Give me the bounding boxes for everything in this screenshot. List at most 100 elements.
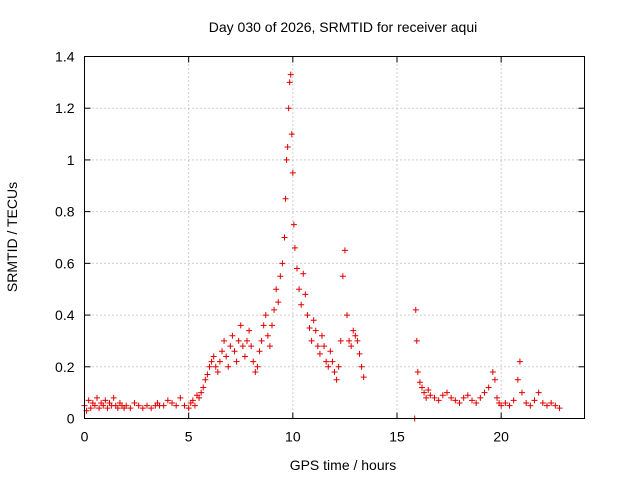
- data-point: [275, 299, 282, 306]
- data-point: [281, 234, 288, 241]
- data-point: [473, 399, 480, 406]
- y-tick-label: 0: [67, 411, 75, 427]
- data-point: [535, 389, 542, 396]
- data-point: [494, 394, 500, 401]
- data-point: [291, 244, 298, 251]
- data-point: [300, 270, 307, 277]
- data-point: [489, 368, 496, 375]
- data-point: [414, 368, 421, 375]
- data-point: [269, 322, 275, 329]
- data-point: [329, 358, 336, 365]
- data-point: [498, 402, 505, 409]
- y-tick-label: 1.2: [55, 100, 75, 116]
- data-point: [104, 405, 111, 412]
- data-point: [127, 405, 134, 412]
- data-point: [160, 402, 167, 409]
- data-point: [235, 337, 242, 344]
- data-point: [312, 327, 319, 334]
- data-point: [200, 384, 207, 391]
- data-point: [502, 399, 509, 406]
- data-point: [148, 405, 155, 412]
- data-point: [460, 394, 467, 401]
- data-point: [233, 358, 240, 365]
- data-point: [510, 397, 517, 404]
- data-point: [419, 384, 425, 391]
- data-point: [439, 392, 446, 399]
- data-point: [290, 221, 297, 228]
- y-tick-label: 1.4: [55, 49, 75, 65]
- data-point: [139, 405, 146, 412]
- data-point: [296, 286, 303, 293]
- data-point: [221, 337, 228, 344]
- data-point: [239, 343, 246, 350]
- data-point: [452, 397, 459, 404]
- data-point: [100, 402, 107, 409]
- data-point: [210, 353, 217, 360]
- data-point: [287, 71, 294, 78]
- data-point: [204, 371, 211, 378]
- data-point: [173, 402, 180, 409]
- data-point: [548, 399, 555, 406]
- data-point: [225, 363, 232, 370]
- data-point: [266, 343, 273, 350]
- data-point: [352, 332, 359, 339]
- data-point: [114, 405, 121, 412]
- data-point: [319, 332, 325, 339]
- data-point: [198, 389, 205, 396]
- data-point: [552, 402, 559, 409]
- data-point: [556, 405, 563, 412]
- data-point: [327, 348, 334, 355]
- data-point: [539, 399, 546, 406]
- data-point: [241, 353, 248, 360]
- data-point: [456, 399, 463, 406]
- data-point: [358, 363, 365, 370]
- data-point: [289, 169, 296, 176]
- data-point: [254, 363, 261, 370]
- data-point: [244, 337, 250, 344]
- data-point: [412, 306, 419, 313]
- data-point: [144, 402, 150, 409]
- data-point: [519, 389, 525, 396]
- data-point: [302, 291, 309, 298]
- data-points: [81, 71, 563, 422]
- data-point: [516, 358, 523, 365]
- data-point: [208, 358, 215, 365]
- plot-frame: [84, 56, 585, 419]
- data-point: [250, 358, 257, 365]
- data-point: [284, 144, 291, 150]
- data-point: [341, 247, 348, 254]
- data-point: [87, 405, 94, 412]
- data-point: [331, 368, 338, 375]
- y-axis-ticks: 0 0.2 0.4 0.6 0.8 1 1.2 1.4: [55, 49, 585, 427]
- data-point: [96, 405, 103, 412]
- data-point: [181, 402, 188, 409]
- data-point: [191, 402, 198, 409]
- x-tick-label: 10: [285, 429, 301, 445]
- data-point: [273, 286, 280, 293]
- data-point: [323, 358, 330, 365]
- data-point: [202, 376, 209, 383]
- data-point: [102, 397, 109, 404]
- data-point: [544, 402, 550, 409]
- y-axis-label: SRMTID / TECUs: [4, 182, 20, 292]
- data-point: [91, 402, 98, 409]
- data-point: [164, 397, 171, 404]
- data-point: [344, 312, 350, 319]
- data-point: [277, 273, 284, 280]
- data-point: [258, 337, 265, 344]
- data-point: [285, 105, 292, 112]
- data-point: [298, 301, 305, 308]
- y-tick-label: 0.4: [55, 307, 75, 323]
- data-point: [206, 363, 213, 370]
- data-point: [421, 389, 428, 396]
- data-point: [135, 402, 142, 409]
- data-point: [350, 327, 357, 334]
- data-point: [469, 397, 475, 404]
- data-point: [310, 317, 317, 324]
- data-point: [212, 363, 219, 370]
- data-point: [491, 376, 498, 383]
- data-point: [333, 376, 340, 383]
- x-tick-label: 15: [389, 429, 405, 445]
- data-point: [431, 394, 438, 401]
- data-point: [514, 376, 521, 383]
